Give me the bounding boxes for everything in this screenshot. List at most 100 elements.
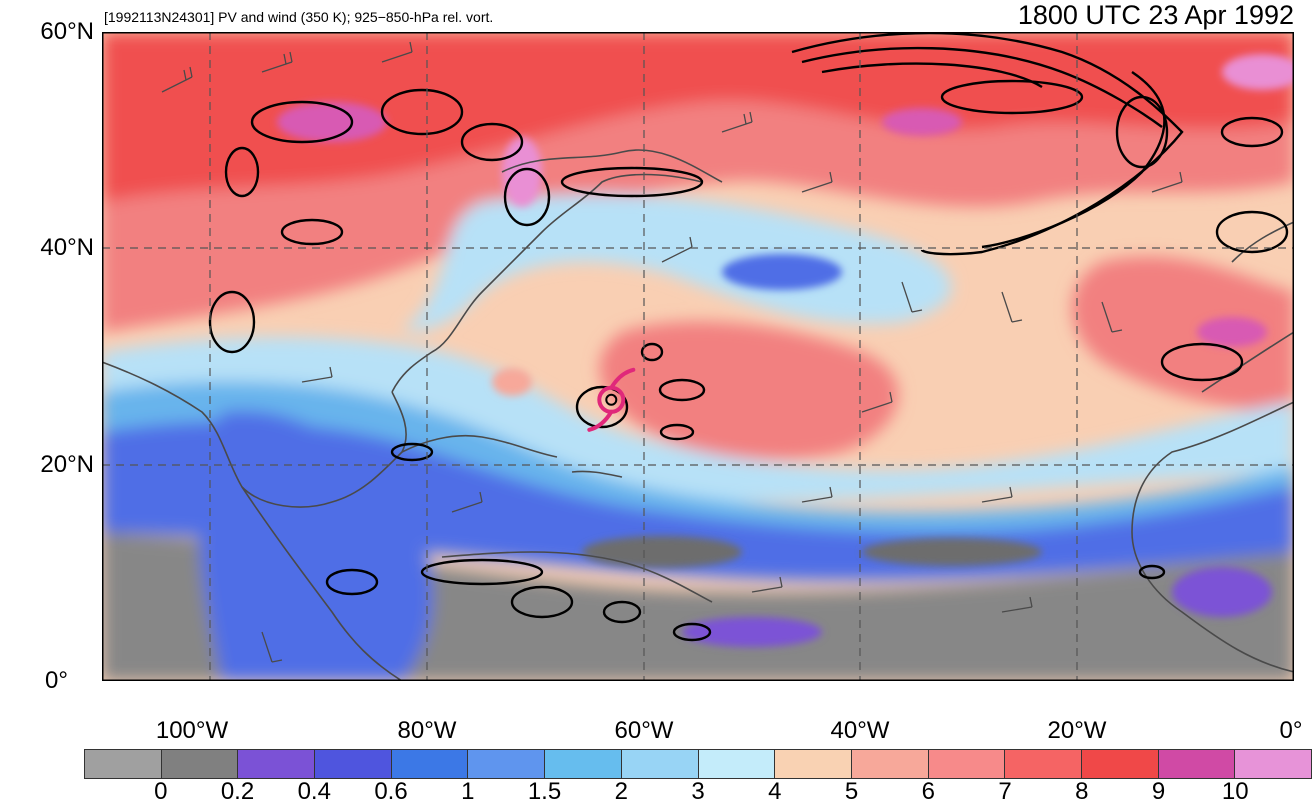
vorticity-contour: [659, 423, 695, 441]
pv-maximum: [277, 102, 387, 142]
pv-local-max: [492, 368, 532, 396]
hispaniola: [571, 470, 623, 478]
lat-label-0: 0°: [45, 667, 68, 694]
vorticity-contour: [801, 46, 1163, 128]
gridlines: [102, 32, 1294, 681]
colorbar-box: [851, 750, 929, 778]
central-america-coast: [241, 486, 403, 681]
colorbar-label: 0.4: [297, 778, 331, 805]
colorbar-label: 4: [768, 778, 782, 805]
canada-coast: [501, 149, 723, 183]
pv-low-purple: [682, 617, 822, 647]
vorticity-contour: [1220, 116, 1284, 148]
pv-maximum: [1197, 317, 1267, 347]
colorbar-box: [1235, 750, 1311, 778]
vorticity-contour: [250, 100, 354, 144]
wind-barb: [901, 281, 923, 313]
pv-low: [862, 538, 1042, 566]
colorbar-box: [545, 750, 622, 778]
wind-barb: [751, 576, 783, 593]
colorbar-label: 1: [461, 778, 475, 805]
vorticity-contour: [1115, 95, 1169, 169]
vorticity-contour: [224, 146, 260, 198]
colorbar-label: 7: [998, 778, 1012, 805]
colorbar-label: 6: [921, 778, 935, 805]
colorbar-label: 10: [1221, 778, 1249, 805]
wind-barb: [1101, 301, 1123, 333]
pv-trough-light: [402, 193, 952, 332]
colorbar-box: [1081, 750, 1159, 778]
vorticity-contour: [420, 558, 544, 586]
wind-barbs: [161, 41, 1183, 663]
wind-barb: [661, 236, 693, 263]
colorbar-box: [1158, 750, 1236, 778]
vorticity-contour: [390, 442, 434, 462]
colorbar-box: [775, 750, 852, 778]
vorticity-contour: [940, 79, 1084, 115]
lon-label-0: 0°: [1279, 717, 1303, 744]
wind-barb: [301, 366, 333, 383]
pv-low: [582, 536, 742, 568]
vorticity-contour: [658, 378, 706, 402]
colorbar-box: [621, 750, 699, 778]
colorbar-box: [928, 750, 1006, 778]
vorticity-contours: [208, 32, 1289, 642]
colorbar-box: [391, 750, 469, 778]
vorticity-contour: [672, 622, 712, 642]
lon-label-40w: 40°W: [830, 717, 890, 744]
vorticity-contour: [560, 166, 704, 198]
iberia-coast: [1201, 331, 1294, 393]
wind-barb: [451, 491, 483, 513]
lat-label-40n: 40°N: [40, 234, 94, 261]
colorbar-label: 0: [154, 778, 168, 805]
vorticity-contour: [460, 122, 524, 162]
vorticity-contour: [640, 342, 664, 362]
wind-barb: [161, 66, 193, 93]
vorticity-contour: [602, 600, 642, 624]
africa-coast: [1131, 401, 1294, 673]
vorticity-contour: [280, 218, 344, 246]
wind-barb: [261, 631, 283, 663]
vorticity-contour: [575, 385, 629, 429]
pv-high-east: [1072, 256, 1294, 412]
colorbar-label: 2: [614, 778, 628, 805]
wind-barb: [801, 171, 833, 193]
vorticity-contour: [981, 71, 1166, 249]
map-valid-time: 1800 UTC 23 Apr 1992: [1017, 0, 1294, 30]
vorticity-contour: [325, 568, 379, 596]
pv-very-high-north: [102, 32, 1294, 202]
colorbar-label: 5: [844, 778, 859, 805]
wind-barb: [381, 41, 413, 63]
lon-label-20w: 20°W: [1047, 717, 1107, 744]
colorbar-label: 0.6: [374, 778, 408, 805]
colorbar-box: [315, 750, 392, 778]
vorticity-contour: [1215, 210, 1289, 254]
europe-coast: [1231, 221, 1294, 263]
colorbar-label: 9: [1151, 778, 1166, 805]
colorbar-box: [698, 750, 776, 778]
tropical-cyclone-icon: [587, 367, 636, 432]
wind-barb: [981, 486, 1013, 503]
wind-barb: [1001, 291, 1023, 323]
vorticity-contour: [380, 88, 464, 136]
colorbar-label: 3: [691, 778, 705, 805]
lon-label-100w: 100°W: [155, 717, 229, 744]
map-panel: [102, 32, 1294, 681]
map-subtitle: [1992113N24301] PV and wind (350 K); 925…: [104, 9, 494, 25]
map-border: [102, 32, 1294, 681]
vorticity-contour: [1138, 564, 1166, 580]
lat-label-60n: 60°N: [40, 18, 94, 45]
vorticity-contour: [510, 585, 574, 619]
colorbar-label: 8: [1075, 778, 1089, 805]
wind-barb: [801, 486, 833, 503]
us-east-coast: [391, 173, 703, 393]
vorticity-contour: [1160, 342, 1244, 382]
pv-local-min: [722, 254, 842, 290]
lat-label-20n: 20°N: [40, 451, 94, 478]
wind-barb: [1001, 596, 1033, 613]
colorbar-box: [1005, 750, 1082, 778]
lon-label-80w: 80°W: [397, 717, 457, 744]
map-canvas: [102, 32, 1294, 681]
vorticity-contour: [208, 290, 256, 354]
colorbar-box: [238, 750, 316, 778]
